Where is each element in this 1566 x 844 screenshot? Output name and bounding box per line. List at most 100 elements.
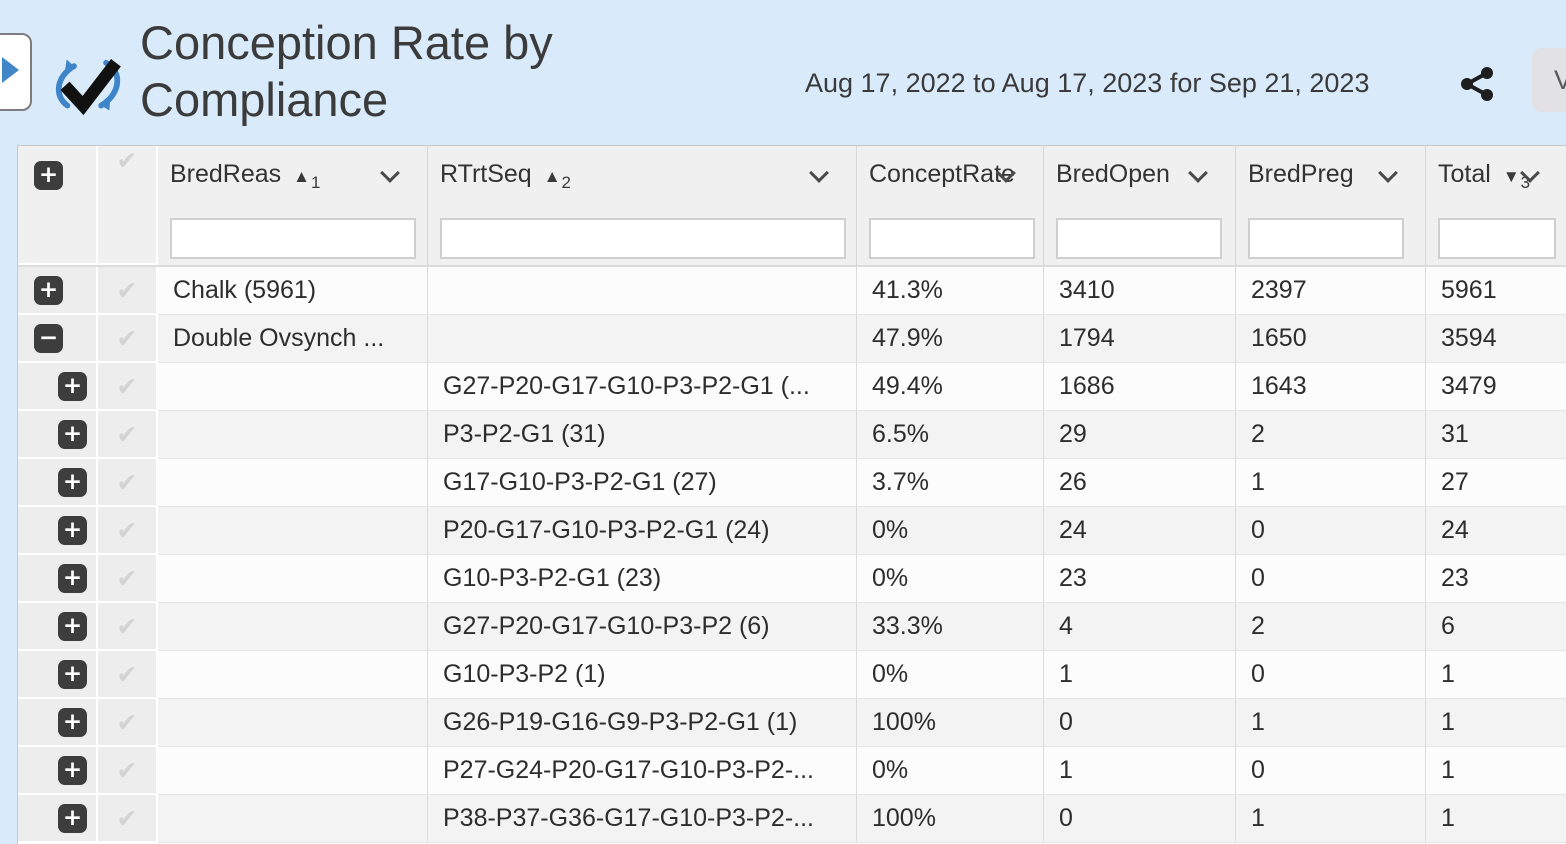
column-label[interactable]: BredPreg: [1248, 160, 1354, 188]
filter-input-bredpreg[interactable]: [1248, 218, 1404, 259]
column-label[interactable]: Total: [1438, 160, 1491, 188]
expand-row-button[interactable]: +: [58, 371, 87, 401]
cell-bredreas[interactable]: [158, 555, 428, 603]
column-title-area[interactable]: RTrtSeq ▲2: [440, 160, 848, 192]
cell-rtrtseq[interactable]: P38-P37-G36-G17-G10-P3-P2-...: [428, 795, 857, 843]
cell-conceptrate[interactable]: 33.3%: [857, 603, 1044, 651]
cell-bredpreg[interactable]: 1643: [1236, 363, 1426, 411]
cell-bredreas[interactable]: Chalk (5961): [158, 267, 428, 315]
cell-rtrtseq[interactable]: G10-P3-P2-G1 (23): [428, 555, 857, 603]
cell-rtrtseq[interactable]: P27-G24-P20-G17-G10-P3-P2-...: [428, 747, 857, 795]
cell-bredreas[interactable]: [158, 651, 428, 699]
cell-total[interactable]: 6: [1426, 603, 1566, 651]
cell-bredopen[interactable]: 1: [1044, 747, 1236, 795]
cell-bredopen[interactable]: 0: [1044, 699, 1236, 747]
view-button[interactable]: V: [1532, 48, 1566, 112]
cell-total[interactable]: 1: [1426, 651, 1566, 699]
cell-bredopen[interactable]: 0: [1044, 795, 1236, 843]
cell-bredreas[interactable]: [158, 795, 428, 843]
cell-bredreas[interactable]: [158, 699, 428, 747]
collapse-row-button[interactable]: −: [34, 323, 63, 353]
column-label[interactable]: RTrtSeq: [440, 160, 532, 188]
cell-bredopen[interactable]: 1794: [1044, 315, 1236, 363]
cell-total[interactable]: 1: [1426, 795, 1566, 843]
expand-row-button[interactable]: +: [58, 467, 87, 497]
cell-bredopen[interactable]: 1686: [1044, 363, 1236, 411]
cell-bredpreg[interactable]: 0: [1236, 651, 1426, 699]
cell-bredreas[interactable]: [158, 411, 428, 459]
row-checkmark-icon[interactable]: ✔: [116, 755, 138, 785]
cell-total[interactable]: 3479: [1426, 363, 1566, 411]
column-title-area[interactable]: BredOpen: [1056, 160, 1227, 189]
cell-bredopen[interactable]: 23: [1044, 555, 1236, 603]
row-checkmark-icon[interactable]: ✔: [116, 467, 138, 497]
row-checkmark-icon[interactable]: ✔: [116, 515, 138, 545]
column-label[interactable]: ConceptRate: [869, 160, 1015, 188]
column-title-area[interactable]: ConceptRate: [869, 160, 1035, 189]
cell-bredreas[interactable]: [158, 459, 428, 507]
cell-total[interactable]: 27: [1426, 459, 1566, 507]
cell-rtrtseq[interactable]: [428, 315, 857, 363]
cell-rtrtseq[interactable]: G10-P3-P2 (1): [428, 651, 857, 699]
cell-conceptrate[interactable]: 0%: [857, 555, 1044, 603]
row-checkmark-icon[interactable]: ✔: [116, 371, 138, 401]
column-label[interactable]: BredOpen: [1056, 160, 1170, 188]
cell-conceptrate[interactable]: 100%: [857, 699, 1044, 747]
select-all-checkmark-icon[interactable]: ✔: [116, 146, 138, 175]
cell-bredreas[interactable]: Double Ovsynch ...: [158, 315, 428, 363]
row-checkmark-icon[interactable]: ✔: [116, 323, 138, 353]
cell-conceptrate[interactable]: 49.4%: [857, 363, 1044, 411]
share-icon[interactable]: [1458, 64, 1498, 104]
cell-bredpreg[interactable]: 1: [1236, 699, 1426, 747]
filter-input-bredopen[interactable]: [1056, 218, 1222, 259]
row-checkmark-icon[interactable]: ✔: [116, 707, 138, 737]
row-checkmark-icon[interactable]: ✔: [116, 659, 138, 689]
cell-rtrtseq[interactable]: G17-G10-P3-P2-G1 (27): [428, 459, 857, 507]
row-checkmark-icon[interactable]: ✔: [116, 611, 138, 641]
cell-rtrtseq[interactable]: G26-P19-G16-G9-P3-P2-G1 (1): [428, 699, 857, 747]
cell-rtrtseq[interactable]: G27-P20-G17-G10-P3-P2-G1 (...: [428, 363, 857, 411]
cell-conceptrate[interactable]: 0%: [857, 747, 1044, 795]
row-checkmark-icon[interactable]: ✔: [116, 275, 138, 305]
expand-all-button[interactable]: +: [34, 161, 63, 190]
column-label[interactable]: BredReas: [170, 160, 282, 188]
cell-total[interactable]: 1: [1426, 699, 1566, 747]
cell-bredpreg[interactable]: 2: [1236, 411, 1426, 459]
cell-rtrtseq[interactable]: P3-P2-G1 (31): [428, 411, 857, 459]
cell-bredpreg[interactable]: 0: [1236, 747, 1426, 795]
cell-conceptrate[interactable]: 100%: [857, 795, 1044, 843]
cell-total[interactable]: 1: [1426, 747, 1566, 795]
cell-bredreas[interactable]: [158, 363, 428, 411]
row-checkmark-icon[interactable]: ✔: [116, 803, 138, 833]
cell-bredpreg[interactable]: 2397: [1236, 267, 1426, 315]
cell-bredpreg[interactable]: 1: [1236, 459, 1426, 507]
expand-row-button[interactable]: +: [58, 659, 87, 689]
filter-input-conceptrate[interactable]: [869, 218, 1035, 259]
cell-bredpreg[interactable]: 1: [1236, 795, 1426, 843]
expand-row-button[interactable]: +: [34, 275, 63, 305]
cell-total[interactable]: 3594: [1426, 315, 1566, 363]
row-checkmark-icon[interactable]: ✔: [116, 563, 138, 593]
cell-conceptrate[interactable]: 0%: [857, 651, 1044, 699]
cell-bredpreg[interactable]: 0: [1236, 507, 1426, 555]
cell-conceptrate[interactable]: 0%: [857, 507, 1044, 555]
cell-bredopen[interactable]: 24: [1044, 507, 1236, 555]
cell-rtrtseq[interactable]: P20-G17-G10-P3-P2-G1 (24): [428, 507, 857, 555]
filter-input-bredreas[interactable]: [170, 218, 416, 259]
cell-bredreas[interactable]: [158, 507, 428, 555]
column-title-area[interactable]: BredPreg: [1248, 160, 1417, 189]
cell-conceptrate[interactable]: 41.3%: [857, 267, 1044, 315]
cell-bredreas[interactable]: [158, 747, 428, 795]
cell-bredopen[interactable]: 26: [1044, 459, 1236, 507]
expand-row-button[interactable]: +: [58, 419, 87, 449]
cell-rtrtseq[interactable]: G27-P20-G17-G10-P3-P2 (6): [428, 603, 857, 651]
cell-rtrtseq[interactable]: [428, 267, 857, 315]
column-title-area[interactable]: BredReas ▲1: [170, 160, 419, 192]
expand-row-button[interactable]: +: [58, 611, 87, 641]
cell-conceptrate[interactable]: 3.7%: [857, 459, 1044, 507]
cell-bredopen[interactable]: 4: [1044, 603, 1236, 651]
cell-conceptrate[interactable]: 6.5%: [857, 411, 1044, 459]
cell-total[interactable]: 24: [1426, 507, 1566, 555]
expand-row-button[interactable]: +: [58, 755, 87, 785]
expand-row-button[interactable]: +: [58, 803, 87, 833]
